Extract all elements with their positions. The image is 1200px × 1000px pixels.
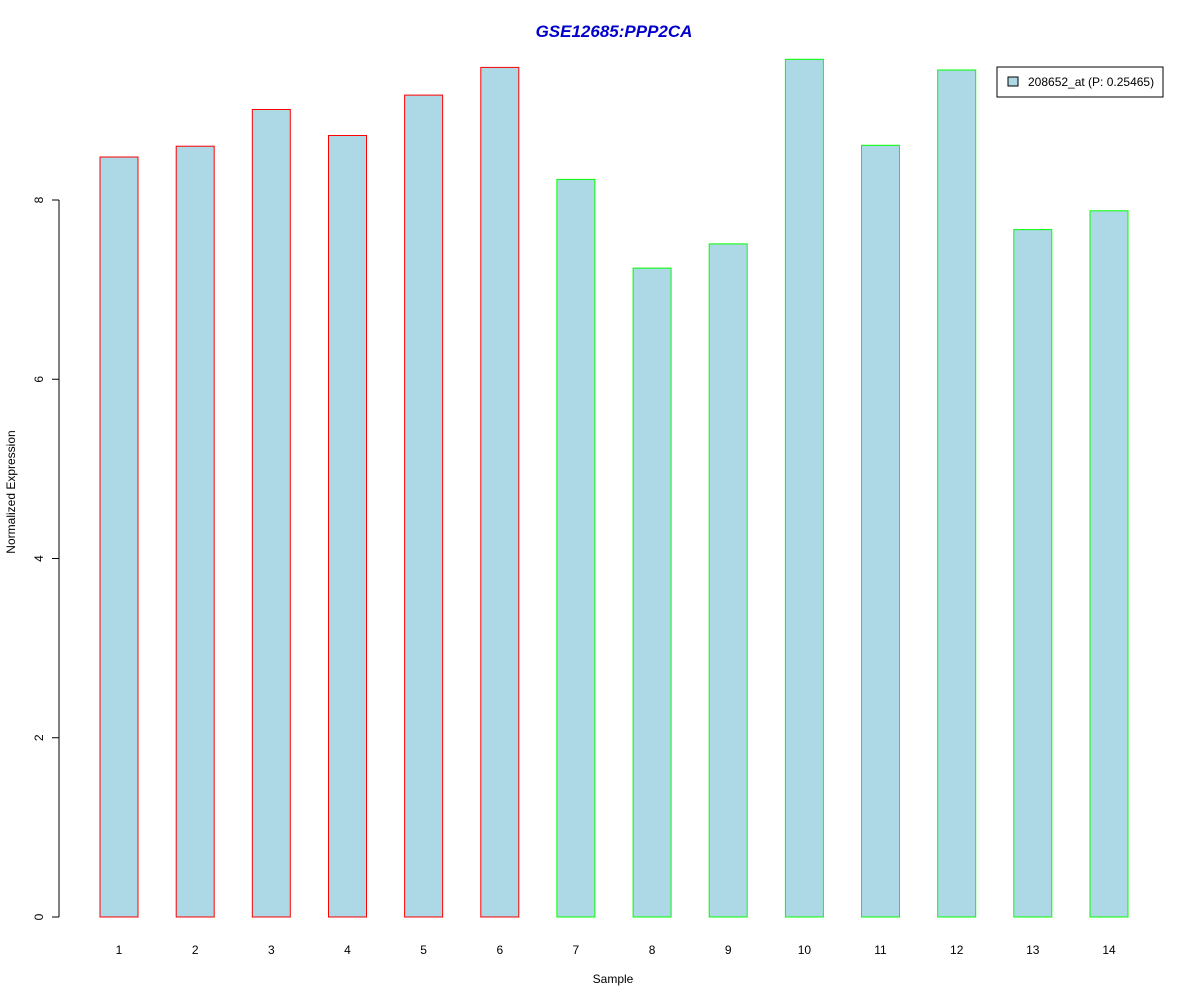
legend: 208652_at (P: 0.25465) bbox=[996, 66, 1164, 98]
x-tick-label: 6 bbox=[496, 943, 503, 957]
bar-sample-2 bbox=[175, 145, 215, 918]
x-tick-label: 2 bbox=[192, 943, 199, 957]
x-tick-labels: 1 2 3 4 5 6 7 8 9 10 11 12 13 14 bbox=[116, 943, 1116, 957]
x-tick-label: 8 bbox=[649, 943, 656, 957]
y-tick-label: 8 bbox=[32, 196, 46, 203]
bars bbox=[99, 58, 1129, 918]
y-tick-label: 4 bbox=[32, 555, 46, 562]
bar-sample-11 bbox=[861, 144, 900, 918]
x-tick-label: 10 bbox=[798, 943, 812, 957]
x-axis-title: Sample bbox=[593, 972, 634, 986]
y-tick-label: 0 bbox=[32, 913, 46, 920]
y-axis: 0 2 4 6 8 bbox=[32, 196, 60, 920]
x-tick-label: 4 bbox=[344, 943, 351, 957]
y-tick-label: 2 bbox=[32, 734, 46, 741]
x-tick-label: 7 bbox=[573, 943, 580, 957]
bar-sample-6 bbox=[480, 66, 520, 918]
bar-sample-1 bbox=[99, 156, 139, 918]
x-tick-label: 14 bbox=[1102, 943, 1116, 957]
legend-label: 208652_at (P: 0.25465) bbox=[1028, 75, 1154, 89]
bar-sample-8 bbox=[632, 267, 672, 918]
y-axis-title: Normalized Expression bbox=[4, 430, 18, 553]
bar-sample-5 bbox=[404, 94, 444, 918]
x-tick-label: 13 bbox=[1026, 943, 1040, 957]
bar-sample-13 bbox=[1013, 229, 1053, 918]
legend-box bbox=[996, 66, 1164, 98]
x-tick-label: 1 bbox=[116, 943, 123, 957]
y-tick-label: 6 bbox=[32, 376, 46, 383]
bar-sample-12 bbox=[937, 69, 977, 918]
bar-sample-3 bbox=[251, 109, 291, 918]
x-tick-label: 11 bbox=[874, 943, 887, 957]
bar-sample-7 bbox=[556, 178, 596, 918]
x-tick-label: 9 bbox=[725, 943, 732, 957]
legend-swatch bbox=[1007, 76, 1019, 87]
bar-sample-10 bbox=[784, 58, 824, 918]
bar-sample-14 bbox=[1089, 210, 1129, 918]
x-tick-label: 12 bbox=[950, 943, 964, 957]
chart-title: GSE12685:PPP2CA bbox=[536, 22, 693, 41]
x-tick-label: 5 bbox=[420, 943, 427, 957]
x-tick-label: 3 bbox=[268, 943, 275, 957]
bar-sample-4 bbox=[328, 135, 367, 918]
bar-sample-9 bbox=[708, 243, 748, 918]
